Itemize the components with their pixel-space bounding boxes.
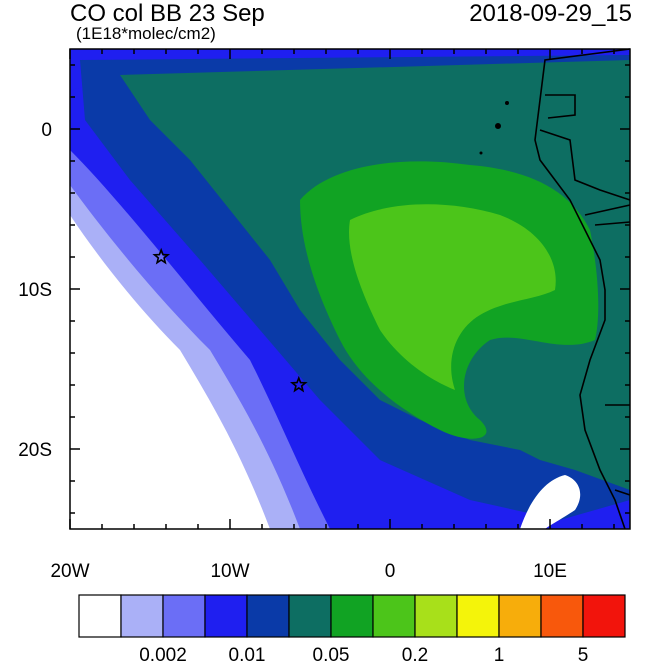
- map-title: CO col BB 23 Sep: [70, 0, 265, 27]
- border-congo: [584, 204, 631, 216]
- colorbar-swatch: [330, 594, 374, 638]
- islands: [479, 101, 509, 155]
- band-white-southeast: [520, 475, 581, 529]
- colorbar-swatch: [498, 594, 542, 638]
- colorbar-label: 5: [578, 645, 589, 666]
- border-cabinda: [594, 221, 631, 226]
- x-tick-label: 0: [385, 561, 396, 582]
- y-tick-label: 0: [41, 120, 52, 141]
- colorbar-swatch: [456, 594, 500, 638]
- timestamp-label: 2018-09-29_15: [469, 0, 632, 27]
- island-bioko: [505, 101, 509, 105]
- africa-coastline: [534, 48, 631, 530]
- border-equatorial-guinea: [545, 94, 576, 119]
- y-tick-label: 10S: [18, 280, 52, 301]
- colorbar-swatch: [414, 594, 458, 638]
- star-marker-1: [152, 247, 171, 265]
- island-sao-tome: [495, 123, 501, 129]
- x-tick-label: 20W: [50, 561, 89, 582]
- x-tick-label: 10W: [210, 561, 249, 582]
- colorbar-swatch: [162, 594, 206, 638]
- units-label: (1E18*molec/cm2): [76, 24, 216, 43]
- coastlines: [534, 48, 631, 530]
- axis-labels: 20W 10W 0 10E 0 10S 20S: [18, 120, 567, 582]
- colorbar-label: 0.05: [313, 645, 350, 666]
- colorbar-swatch: [120, 594, 164, 638]
- y-tick-label: 20S: [18, 440, 52, 461]
- border-gabon: [539, 129, 631, 201]
- colorbar-label: 0.002: [139, 645, 187, 666]
- colorbar-swatch: [246, 594, 290, 638]
- colorbar-swatch: [582, 594, 626, 638]
- star-marker-2: [289, 375, 308, 393]
- map-field: [70, 49, 630, 529]
- band-white: [70, 215, 270, 529]
- colorbar-swatch: [204, 594, 248, 638]
- colorbar-swatch: [78, 594, 122, 638]
- star-markers: [152, 247, 308, 393]
- colorbar-swatch: [288, 594, 332, 638]
- border-south-africa: [614, 489, 631, 496]
- colorbar: 0.002 0.01 0.05 0.2 1 5: [78, 594, 626, 666]
- colorbar-label: 0.2: [402, 645, 428, 666]
- colorbar-swatch: [372, 594, 416, 638]
- axis-ticks: [69, 49, 630, 529]
- band-light-green: [349, 204, 556, 390]
- colorbar-label: 1: [494, 645, 505, 666]
- colorbar-label: 0.01: [229, 645, 266, 666]
- island-annobon: [479, 151, 483, 155]
- x-tick-label: 10E: [533, 561, 567, 582]
- colorbar-swatch: [540, 594, 584, 638]
